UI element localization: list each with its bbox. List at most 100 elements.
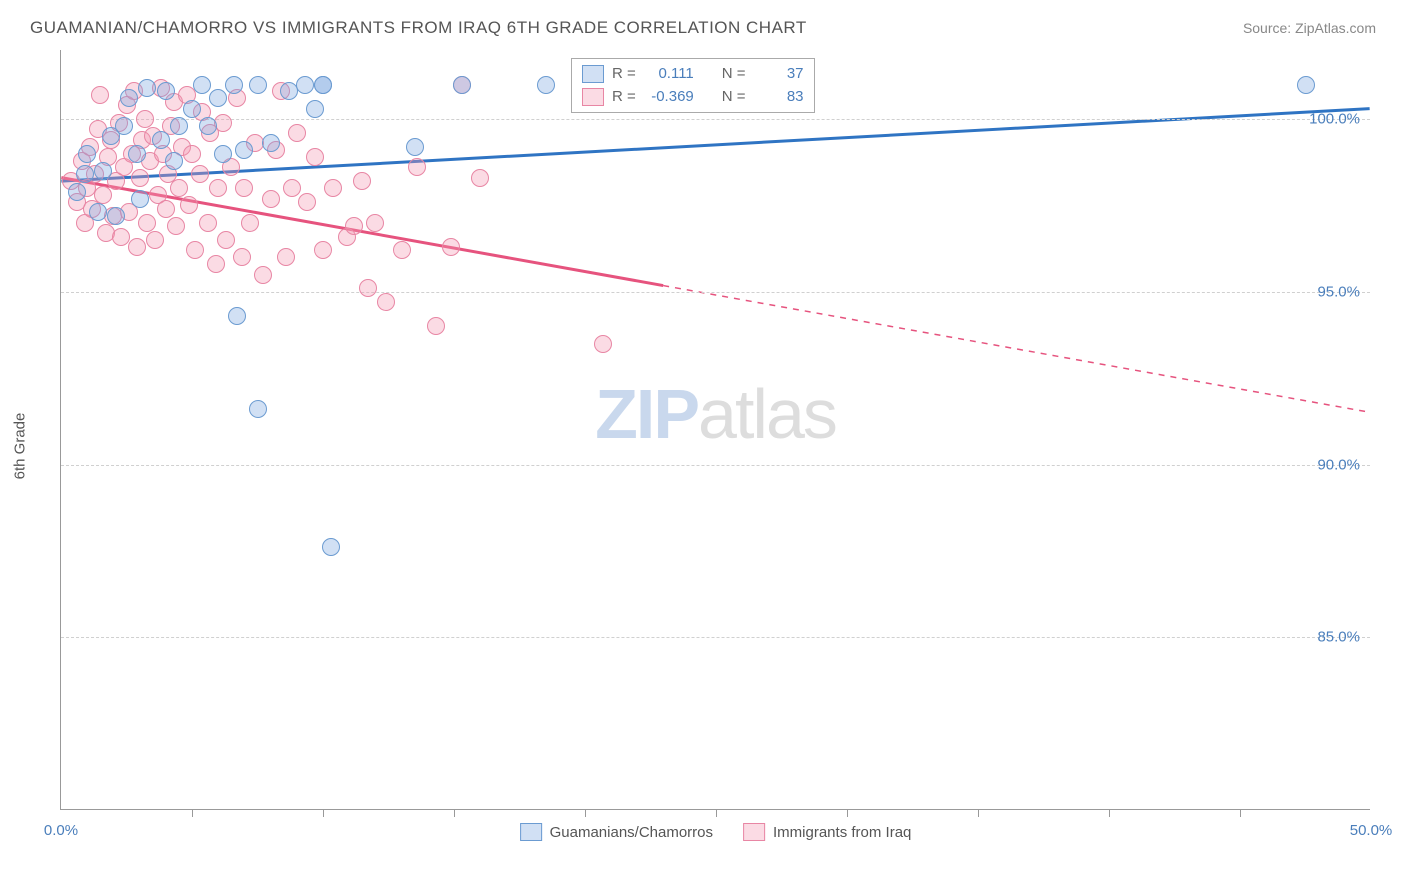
scatter-point — [136, 110, 154, 128]
x-tick — [454, 809, 455, 817]
series-label-blue: Guamanians/Chamorros — [550, 824, 713, 841]
scatter-point — [207, 255, 225, 273]
chart-plot-area: ZIPatlas R = 0.111 N = 37 R = -0.369 N =… — [60, 50, 1370, 810]
scatter-point — [353, 172, 371, 190]
scatter-point — [167, 217, 185, 235]
legend-swatch-pink — [743, 823, 765, 841]
chart-source: Source: ZipAtlas.com — [1243, 20, 1376, 36]
y-tick-label: 100.0% — [1309, 111, 1360, 128]
scatter-point — [78, 145, 96, 163]
scatter-point — [170, 179, 188, 197]
scatter-point — [180, 196, 198, 214]
scatter-point — [408, 158, 426, 176]
y-tick-label: 85.0% — [1317, 629, 1360, 646]
legend-row-blue: R = 0.111 N = 37 — [582, 63, 804, 86]
x-tick — [716, 809, 717, 817]
scatter-point — [138, 79, 156, 97]
x-tick — [585, 809, 586, 817]
scatter-point — [298, 193, 316, 211]
scatter-point — [183, 100, 201, 118]
scatter-point — [191, 165, 209, 183]
scatter-point — [359, 279, 377, 297]
scatter-point — [170, 117, 188, 135]
scatter-point — [146, 231, 164, 249]
scatter-point — [296, 76, 314, 94]
scatter-point — [471, 169, 489, 187]
gridline — [61, 292, 1370, 293]
scatter-point — [324, 179, 342, 197]
scatter-point — [193, 76, 211, 94]
legend-swatch-blue — [520, 823, 542, 841]
scatter-point — [314, 76, 332, 94]
trend-line-extrapolated — [663, 286, 1369, 413]
x-tick-label: 0.0% — [44, 822, 78, 839]
scatter-point — [314, 241, 332, 259]
x-tick — [192, 809, 193, 817]
scatter-point — [120, 89, 138, 107]
scatter-point — [157, 200, 175, 218]
scatter-point — [594, 335, 612, 353]
legend-n-label: N = — [722, 63, 746, 86]
scatter-point — [254, 266, 272, 284]
scatter-point — [235, 179, 253, 197]
scatter-point — [427, 317, 445, 335]
trend-lines-layer — [61, 50, 1370, 809]
scatter-point — [152, 131, 170, 149]
scatter-point — [199, 117, 217, 135]
legend-swatch-blue — [582, 65, 604, 83]
scatter-point — [107, 207, 125, 225]
scatter-point — [345, 217, 363, 235]
series-legend: Guamanians/Chamorros Immigrants from Ira… — [520, 823, 912, 841]
scatter-point — [128, 145, 146, 163]
scatter-point — [366, 214, 384, 232]
x-tick — [978, 809, 979, 817]
scatter-point — [262, 134, 280, 152]
scatter-point — [233, 248, 251, 266]
series-label-pink: Immigrants from Iraq — [773, 824, 911, 841]
scatter-point — [115, 117, 133, 135]
scatter-point — [241, 214, 259, 232]
scatter-point — [377, 293, 395, 311]
scatter-point — [406, 138, 424, 156]
scatter-point — [442, 238, 460, 256]
scatter-point — [537, 76, 555, 94]
scatter-point — [322, 538, 340, 556]
scatter-point — [214, 114, 232, 132]
scatter-point — [128, 238, 146, 256]
scatter-point — [131, 190, 149, 208]
scatter-point — [89, 203, 107, 221]
y-tick-label: 90.0% — [1317, 456, 1360, 473]
legend-r-value-blue: 0.111 — [644, 63, 694, 86]
gridline — [61, 465, 1370, 466]
scatter-point — [288, 124, 306, 142]
scatter-point — [157, 82, 175, 100]
x-tick — [847, 809, 848, 817]
scatter-point — [277, 248, 295, 266]
scatter-point — [68, 183, 86, 201]
legend-swatch-pink — [582, 88, 604, 106]
scatter-point — [186, 241, 204, 259]
scatter-point — [209, 89, 227, 107]
legend-n-label: N = — [722, 86, 746, 109]
correlation-legend: R = 0.111 N = 37 R = -0.369 N = 83 — [571, 58, 815, 113]
scatter-point — [393, 241, 411, 259]
scatter-point — [249, 76, 267, 94]
legend-row-pink: R = -0.369 N = 83 — [582, 86, 804, 109]
scatter-point — [91, 86, 109, 104]
scatter-point — [209, 179, 227, 197]
chart-title: GUAMANIAN/CHAMORRO VS IMMIGRANTS FROM IR… — [30, 18, 807, 38]
scatter-point — [214, 145, 232, 163]
y-axis-label: 6th Grade — [12, 413, 29, 480]
scatter-point — [306, 100, 324, 118]
legend-n-value-pink: 83 — [754, 86, 804, 109]
legend-r-label: R = — [612, 63, 636, 86]
scatter-point — [249, 400, 267, 418]
x-tick — [1240, 809, 1241, 817]
scatter-point — [453, 76, 471, 94]
series-legend-pink: Immigrants from Iraq — [743, 823, 911, 841]
scatter-point — [183, 145, 201, 163]
scatter-point — [235, 141, 253, 159]
scatter-point — [199, 214, 217, 232]
scatter-point — [1297, 76, 1315, 94]
x-tick — [323, 809, 324, 817]
